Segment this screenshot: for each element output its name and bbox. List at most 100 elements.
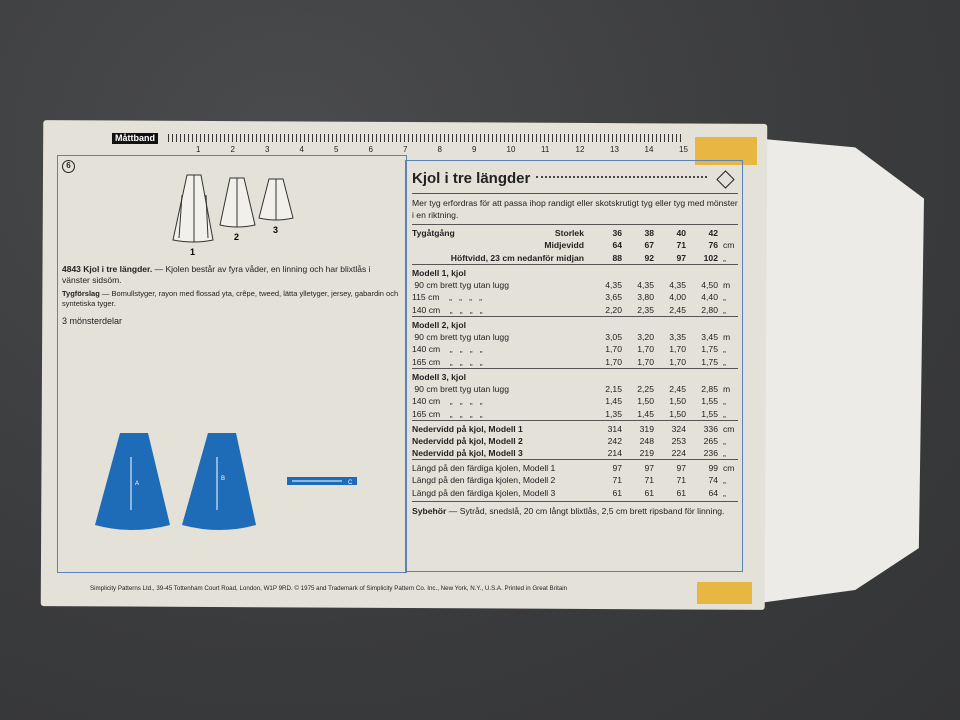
empty-cell — [656, 315, 688, 331]
chart-header: Kjol i tre längder — [412, 168, 738, 190]
row-value: 1,55 — [701, 408, 718, 419]
row-value: 1,50 — [669, 408, 686, 419]
empty-cell — [624, 263, 656, 279]
ruler-number: 4 — [299, 145, 304, 154]
ruler-number: 1 — [196, 145, 201, 154]
row-value: 36 — [592, 224, 624, 239]
row-value: 97 — [676, 252, 686, 263]
table-row: 115 cm „ „ „ „ 3,65 3,80 4,00 4,40 „ — [412, 291, 738, 304]
table-row: Nedervidd på kjol, Modell 3 214 219 224 236 „ — [412, 447, 738, 460]
row-value: 3,20 — [637, 331, 654, 342]
row-value: 2,80 — [701, 304, 718, 315]
row-value: 4,40 — [701, 292, 718, 303]
row-value: 242 — [607, 435, 622, 446]
row-value: 4,35 — [669, 279, 686, 290]
empty-cell — [720, 263, 738, 279]
row-value: 61 — [612, 487, 622, 498]
row-value: 4,35 — [637, 279, 654, 290]
row-unit: „ — [723, 396, 726, 407]
table-row: 140 cm „ „ „ „ 1,70 1,70 1,70 1,75 „ — [412, 343, 738, 356]
row-value: 42 — [688, 224, 720, 239]
row-label: 165 cm „ „ „ „ — [412, 408, 483, 419]
row-value: 2,20 — [605, 304, 622, 315]
row-unit: „ — [723, 292, 726, 303]
row-label: Nedervidd på kjol, Modell 2 — [412, 435, 523, 446]
piece-letter: C — [348, 480, 353, 486]
row-value: 3,65 — [605, 292, 622, 303]
row-unit: cm — [720, 419, 738, 435]
row-value: 76 — [708, 240, 718, 251]
row-value: 219 — [639, 448, 654, 458]
row-unit: „ — [723, 344, 726, 355]
row-value: 99 — [688, 459, 720, 474]
row-value: 97 — [656, 459, 688, 474]
description-block: 4843 Kjol i tre längder. — Kjolen består… — [62, 264, 400, 327]
row-value: 336 — [688, 419, 720, 435]
row-label: 165 cm „ „ „ „ — [412, 356, 483, 367]
row-label: Längd på den färdiga kjolen, Modell 1 — [412, 459, 592, 474]
row-value: 3,35 — [669, 331, 686, 342]
table-row: Nedervidd på kjol, Modell 1 314 319 324 336 c… — [412, 419, 738, 435]
row-value: 71 — [676, 240, 686, 251]
empty-cell — [624, 367, 656, 383]
piece-letter: A — [135, 481, 139, 487]
table-row: Höftvidd, 23 cm nedanför midjan 88 92 97 102… — [412, 252, 738, 265]
row-label: 115 cm „ „ „ „ — [412, 292, 483, 303]
table-row: Modell 1, kjol — [412, 263, 738, 279]
pattern-pieces-count: 3 mönsterdelar — [62, 316, 123, 326]
table-row: Nedervidd på kjol, Modell 2 242 248 253 265 „ — [412, 435, 738, 448]
row-value: 324 — [656, 419, 688, 435]
table-row: Modell 2, kjol — [412, 315, 738, 331]
row-value: 3,80 — [637, 292, 654, 303]
row-label: Modell 3, kjol — [412, 367, 592, 383]
ruler-ticks — [168, 134, 684, 142]
row-value: 2,45 — [669, 304, 686, 315]
view-badge: 6 — [62, 160, 75, 173]
table-row: 90 cm brett tyg utan lugg 3,05 3,20 3,35 3,4… — [412, 331, 738, 344]
row-unit: cm — [723, 240, 735, 251]
row-value: 61 — [644, 487, 654, 498]
table-row: Längd på den färdiga kjolen, Modell 2 71 7… — [412, 474, 738, 487]
chart-intro: Mer tyg erfordras för att passa ihop ran… — [412, 193, 738, 221]
row-unit: „ — [723, 304, 726, 315]
pattern-pieces: A B C — [95, 433, 357, 530]
table-row: 140 cm „ „ „ „ 1,45 1,50 1,50 1,55 „ — [412, 395, 738, 408]
ruler-number: 5 — [334, 145, 339, 154]
table-row: Midjevidd 64 67 71 76 cm — [412, 239, 738, 252]
row-label-cell: Tygåtgång Storlek — [412, 224, 592, 239]
ruler-number: 11 — [541, 145, 550, 154]
row-unit: „ — [723, 475, 726, 486]
row-value: 214 — [607, 448, 622, 458]
row-value: 92 — [644, 252, 654, 263]
row-label: Modell 2, kjol — [412, 315, 592, 331]
table-row: Modell 3, kjol — [412, 367, 738, 383]
fabrics-text: — Bomullstyger, rayon med flossad yta, c… — [62, 289, 399, 308]
row-value: 2,35 — [637, 304, 654, 315]
empty-cell — [688, 315, 720, 331]
row-value: 71 — [644, 475, 654, 486]
yardage-table: Tygåtgång Storlek 36 38 40 42 Midjevidd 64 67 71 7… — [412, 224, 738, 499]
ruler-number: 9 — [472, 145, 477, 154]
pattern-piece-b — [182, 433, 256, 530]
row-value: 2,85 — [701, 383, 718, 394]
row-value: 3,45 — [701, 331, 718, 342]
row-unit: m — [723, 383, 731, 394]
fabrics-label: Tygförslag — [62, 289, 100, 298]
ruler-number: 7 — [403, 145, 408, 154]
row-value: 1,70 — [637, 344, 654, 355]
row-unit: cm — [720, 459, 738, 474]
fabric-suggestions: Tygförslag — Bomullstyger, rayon med flo… — [62, 289, 400, 308]
ruler-number: 6 — [368, 145, 373, 154]
empty-cell — [656, 367, 688, 383]
chart-title: Kjol i tre längder — [412, 170, 531, 187]
empty-cell — [624, 315, 656, 331]
row-value: 4,00 — [669, 292, 686, 303]
empty-cell — [720, 367, 738, 383]
ruler-label: Måttband — [112, 133, 158, 144]
simplicity-logo-icon — [716, 169, 735, 189]
row-value: 2,45 — [669, 383, 686, 394]
ruler-number: 8 — [437, 145, 442, 154]
row-value: 319 — [624, 419, 656, 435]
row-value: 224 — [671, 448, 686, 458]
row-label: Storlek — [554, 228, 584, 238]
